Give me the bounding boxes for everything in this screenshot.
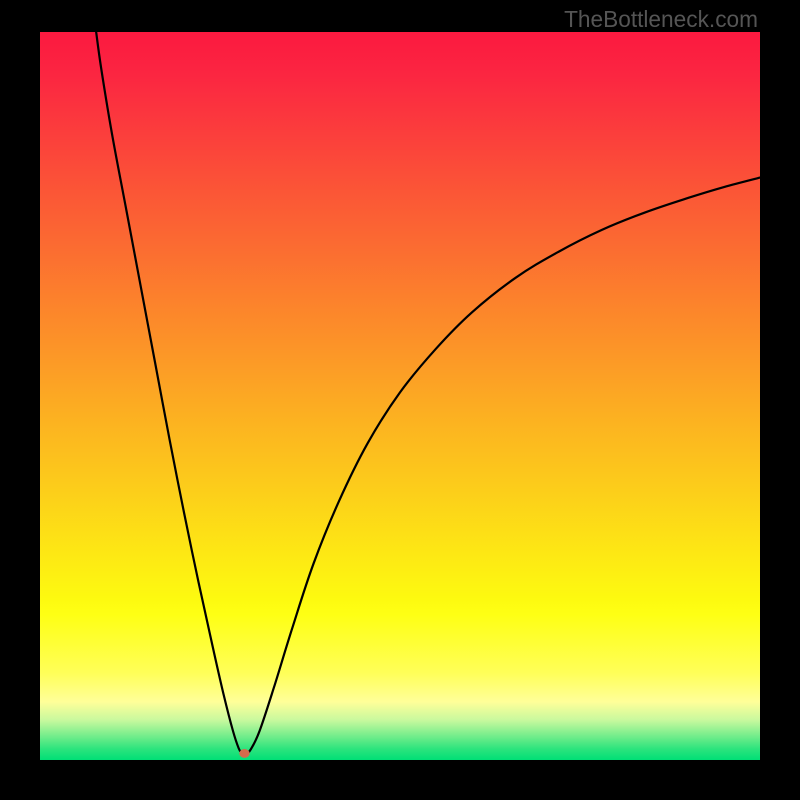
watermark-label: TheBottleneck.com (564, 6, 758, 33)
optimal-point-marker (239, 749, 249, 758)
marker-group (239, 749, 249, 758)
plot-area (40, 32, 760, 760)
chart-svg (40, 32, 760, 760)
gradient-background (40, 32, 760, 760)
chart-outer-frame: TheBottleneck.com (0, 0, 800, 800)
